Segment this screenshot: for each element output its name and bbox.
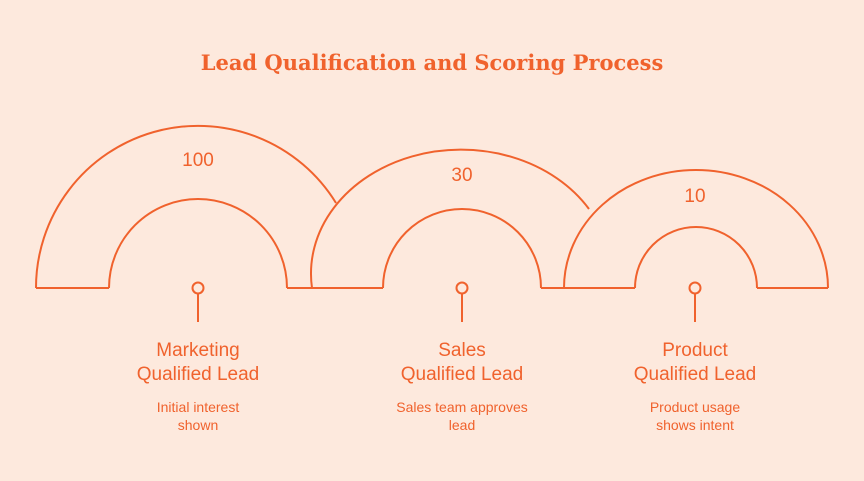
pin-product (688, 281, 702, 322)
stage-desc-line: Initial interest (156, 399, 240, 415)
stage-title-line: Sales (438, 340, 486, 361)
stage-desc-line: Sales team approves (396, 399, 528, 415)
stage-desc-line: shows intent (656, 417, 734, 433)
arc-sales (310, 148, 590, 289)
arc-marketing-inner (108, 198, 288, 289)
pin-marketing (191, 281, 205, 322)
stage-desc-marketing: Initial interest shown (108, 398, 288, 434)
stage-desc-line: shown (177, 417, 219, 433)
stage-desc-product: Product usage shows intent (605, 398, 785, 434)
stage-title-line: Qualified Lead (633, 364, 757, 385)
diagram-title: Lead Qualification and Scoring Process (200, 50, 664, 75)
stage-title-sales: Sales Qualified Lead (352, 339, 572, 387)
score-sales: 30 (451, 165, 472, 186)
stage-desc-sales: Sales team approves lead (372, 398, 552, 434)
stage-title-marketing: Marketing Qualified Lead (88, 339, 308, 387)
arc-product-inner (634, 226, 758, 289)
stage-desc-line: lead (448, 417, 476, 433)
arc-product (563, 169, 829, 289)
arc-marketing (35, 124, 337, 289)
stage-title-line: Product (662, 340, 728, 361)
stage-desc-line: Product usage (649, 399, 741, 415)
stage-title-line: Qualified Lead (136, 364, 260, 385)
score-marketing: 100 (182, 150, 214, 171)
stage-title-line: Qualified Lead (400, 364, 524, 385)
stage-title-product: Product Qualified Lead (585, 339, 805, 387)
score-product: 10 (684, 186, 705, 207)
arc-sales-inner (382, 208, 542, 289)
pin-sales (455, 281, 469, 322)
stage-title-line: Marketing (156, 340, 240, 361)
